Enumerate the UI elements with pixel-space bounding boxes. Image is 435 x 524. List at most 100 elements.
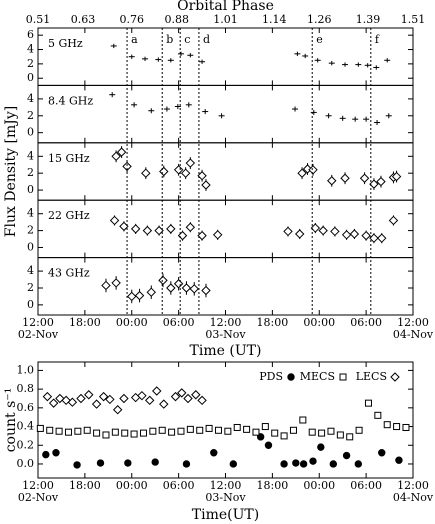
point xyxy=(309,457,317,465)
x-tick-label: 00:00 xyxy=(116,316,148,329)
x2-tick-label: 0.51 xyxy=(26,13,51,26)
point xyxy=(264,441,273,449)
x-tick-label: 12:00 xyxy=(210,316,242,329)
point xyxy=(185,222,196,232)
legend-marker xyxy=(287,373,295,381)
legend-label: MECS xyxy=(300,370,335,383)
point xyxy=(112,405,123,415)
y-tick-label: 0.0 xyxy=(17,457,35,470)
x-axis-title: Time(UT) xyxy=(192,507,259,523)
point xyxy=(93,429,101,437)
point xyxy=(124,459,132,467)
date-label: 04-Nov xyxy=(393,491,434,504)
point xyxy=(130,430,138,438)
point xyxy=(197,230,207,241)
point xyxy=(359,173,370,183)
x-tick-label: 00:00 xyxy=(116,479,148,492)
y-tick-label: 2 xyxy=(27,166,34,179)
point xyxy=(292,459,300,467)
point xyxy=(214,426,222,434)
point xyxy=(233,423,241,431)
point xyxy=(76,393,86,404)
point xyxy=(139,429,147,437)
panel-label: 5 GHz xyxy=(48,37,83,50)
legend-label: LECS xyxy=(356,370,387,383)
point xyxy=(383,421,391,429)
point xyxy=(318,429,326,437)
point xyxy=(395,456,403,464)
point xyxy=(355,426,363,434)
point xyxy=(196,426,204,434)
point xyxy=(158,426,166,434)
date-label: 02-Nov xyxy=(18,491,59,504)
point xyxy=(173,165,184,175)
point xyxy=(73,461,81,469)
point xyxy=(182,460,191,468)
panel-frame xyxy=(37,199,414,259)
point xyxy=(224,427,232,435)
point xyxy=(158,275,168,286)
point xyxy=(297,168,307,178)
y-tick-label: 0 xyxy=(27,298,34,311)
point xyxy=(212,230,223,240)
point xyxy=(378,449,386,457)
date-label: 03-Nov xyxy=(205,328,246,341)
x2-tick-label: 0.76 xyxy=(120,13,145,26)
y-axis-title: count s⁻¹ xyxy=(3,388,19,453)
point xyxy=(205,424,213,432)
point xyxy=(299,416,307,424)
point xyxy=(91,399,102,409)
point xyxy=(327,176,337,186)
point xyxy=(122,161,132,172)
x-tick-label: 06:00 xyxy=(350,479,382,492)
point xyxy=(84,390,94,400)
x2-tick-label: 1.39 xyxy=(356,13,381,26)
point xyxy=(116,147,127,157)
point xyxy=(55,427,63,435)
point xyxy=(310,223,321,233)
point xyxy=(346,433,354,441)
x2-tick-label: 1.51 xyxy=(401,13,426,26)
point xyxy=(283,226,293,237)
point xyxy=(181,283,192,293)
point xyxy=(336,431,344,439)
point xyxy=(261,423,269,431)
x-tick-label: 12:00 xyxy=(397,479,429,492)
point xyxy=(101,280,111,291)
point xyxy=(317,443,325,451)
y-tick-label: 2 xyxy=(27,109,34,122)
y-tick-label: 0.6 xyxy=(17,401,35,414)
x-tick-label: 18:00 xyxy=(257,479,289,492)
point xyxy=(189,284,199,294)
point xyxy=(342,451,351,460)
point xyxy=(145,395,155,406)
date-label: 02-Nov xyxy=(18,328,59,341)
y-tick-label: 4 xyxy=(27,92,34,105)
point xyxy=(341,230,352,240)
point xyxy=(369,179,379,189)
point xyxy=(229,460,238,468)
y-tick-label: 0 xyxy=(27,240,34,253)
point xyxy=(197,395,207,406)
point xyxy=(111,428,119,436)
point xyxy=(201,285,211,296)
point xyxy=(141,168,151,178)
point xyxy=(361,230,371,241)
point xyxy=(271,429,279,437)
panel-label: 22 GHz xyxy=(48,209,90,222)
panel-frame xyxy=(37,27,414,86)
point xyxy=(210,449,218,457)
point xyxy=(152,386,162,396)
point xyxy=(377,233,387,243)
y-axis-title: Flux Density [mJy] xyxy=(3,106,19,237)
y-tick-label: 0 xyxy=(27,71,34,84)
x-tick-label: 12:00 xyxy=(210,479,242,492)
point xyxy=(280,460,288,468)
point xyxy=(183,393,193,404)
x2-axis-title: Orbital Phase xyxy=(177,0,274,14)
point xyxy=(388,215,399,226)
x-tick-label: 00:00 xyxy=(303,316,335,329)
point xyxy=(308,165,318,175)
point xyxy=(402,423,410,431)
point xyxy=(374,411,382,419)
